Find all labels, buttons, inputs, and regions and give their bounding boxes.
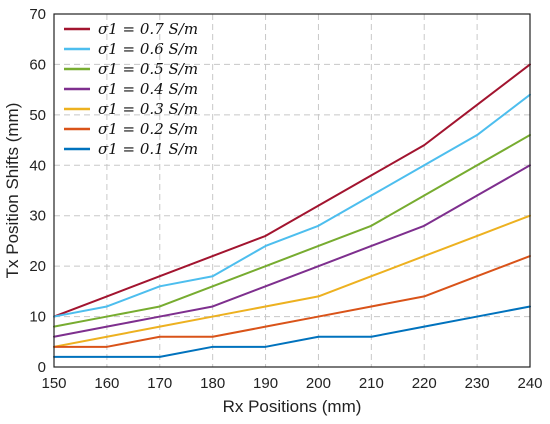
y-tick-label: 70 xyxy=(29,6,46,23)
x-tick-label: 220 xyxy=(412,375,437,392)
series-line xyxy=(53,214,531,348)
x-tick-label: 170 xyxy=(147,375,172,392)
y-tick-label: 0 xyxy=(38,359,46,376)
x-tick-label: 200 xyxy=(306,375,331,392)
legend-label: σ1 = 0.4 S/m xyxy=(98,80,198,98)
x-tick-label: 180 xyxy=(200,375,225,392)
y-tick-label: 10 xyxy=(29,309,46,326)
tick-labels: 150 160 170 180 190 200 210 220 230 240 0 10 20 30 40 5… xyxy=(29,6,542,392)
x-axis-title: Rx Positions (mm) xyxy=(223,397,362,416)
y-tick-label: 30 xyxy=(29,208,46,225)
legend-label: σ1 = 0.6 S/m xyxy=(98,40,198,58)
series-line xyxy=(53,255,531,348)
series-line xyxy=(53,63,531,318)
legend-label: σ1 = 0.1 S/m xyxy=(98,140,198,158)
plot-frame xyxy=(53,13,531,368)
legend-item: σ1 = 0.5 S/m xyxy=(64,60,198,78)
legend-item: σ1 = 0.4 S/m xyxy=(64,80,198,98)
x-tick-label: 160 xyxy=(94,375,119,392)
series-line xyxy=(53,164,531,338)
legend-item: σ1 = 0.2 S/m xyxy=(64,120,198,138)
legend-item: σ1 = 0.6 S/m xyxy=(64,40,198,58)
y-axis-title: Tx Position Shifts (mm) xyxy=(3,103,22,279)
legend: σ1 = 0.7 S/m σ1 = 0.6 S/m σ1 = 0.5 S/m σ1 =… xyxy=(64,20,198,158)
legend-label: σ1 = 0.3 S/m xyxy=(98,100,198,118)
legend-label: σ1 = 0.7 S/m xyxy=(98,20,198,38)
series-line xyxy=(53,93,531,318)
legend-label: σ1 = 0.5 S/m xyxy=(98,60,198,78)
grid xyxy=(54,14,530,367)
series-lines xyxy=(53,63,531,358)
x-tick-label: 230 xyxy=(465,375,490,392)
legend-item: σ1 = 0.1 S/m xyxy=(64,140,198,158)
y-tick-label: 40 xyxy=(29,157,46,174)
x-tick-label: 190 xyxy=(253,375,278,392)
series-line xyxy=(53,134,531,328)
x-tick-label: 150 xyxy=(41,375,66,392)
y-tick-label: 50 xyxy=(29,107,46,124)
y-tick-label: 60 xyxy=(29,56,46,73)
x-tick-label: 240 xyxy=(517,375,542,392)
legend-label: σ1 = 0.2 S/m xyxy=(98,120,198,138)
legend-item: σ1 = 0.3 S/m xyxy=(64,100,198,118)
x-tick-label: 210 xyxy=(359,375,384,392)
legend-item: σ1 = 0.7 S/m xyxy=(64,20,198,38)
series-line xyxy=(53,305,531,358)
y-tick-label: 20 xyxy=(29,258,46,275)
